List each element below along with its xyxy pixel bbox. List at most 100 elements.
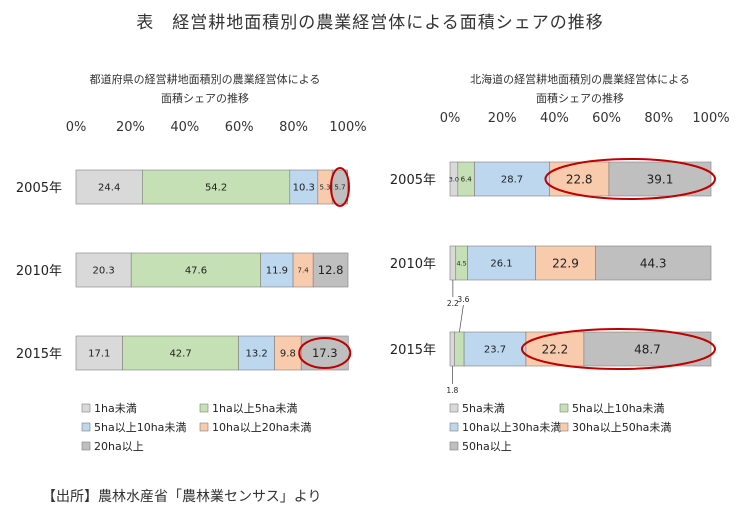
prefecture-bar-segment [75, 169, 143, 205]
prefecture-data-label: 54.2 [205, 183, 227, 194]
prefecture-x-tick-label: 20% [116, 120, 145, 135]
hokkaido-data-label: 28.7 [501, 175, 523, 186]
prefecture-category-label: 2005年 [16, 181, 62, 196]
prefecture-bar-segment [238, 335, 275, 371]
prefecture-data-label: 12.8 [318, 263, 344, 277]
prefecture-legend-label: 10ha以上20ha未満 [212, 421, 311, 434]
hokkaido-legend-swatch [559, 403, 569, 413]
hokkaido-x-tick-label: 100% [692, 111, 729, 126]
hokkaido-x-tick-label: 0% [440, 111, 461, 126]
hokkaido-label-leader-line [459, 304, 464, 333]
hokkaido-data-label: 2.2 [447, 299, 459, 308]
page-title: 表 経営耕地面積別の農業経営体による面積シェアの推移 [136, 13, 604, 33]
hokkaido-highlight-ellipse [544, 158, 717, 200]
hokkaido-x-tick-label: 40% [540, 111, 569, 126]
prefecture-bar-segment [122, 335, 239, 371]
hokkaido-data-label: 3.6 [457, 295, 469, 304]
hokkaido-data-label: 22.9 [552, 256, 579, 270]
prefecture-data-label: 42.7 [169, 349, 191, 360]
hokkaido-data-label: 26.1 [490, 259, 512, 270]
prefecture-bar-segment [289, 169, 319, 205]
prefecture-legend-label: 5ha以上10ha未満 [94, 421, 186, 434]
prefecture-bar-segment [75, 252, 132, 288]
prefecture-highlight-ellipse [329, 167, 350, 207]
hokkaido-chart-title-line-1: 北海道の経営耕地面積別の農業経営体による [470, 73, 690, 86]
prefecture-data-label: 20.3 [92, 266, 114, 277]
prefecture-legend-swatch [199, 403, 209, 413]
hokkaido-bar-segment [449, 245, 457, 281]
hokkaido-bar-segment [583, 331, 712, 367]
hokkaido-legend-label: 5ha以上10ha未満 [572, 402, 664, 415]
prefecture-legend-label: 1ha以上5ha未満 [212, 402, 297, 415]
hokkaido-bar-segment [595, 245, 712, 281]
hokkaido-bar-segment [454, 331, 465, 367]
hokkaido-legend-swatch [449, 441, 459, 451]
prefecture-legend-swatch [199, 422, 209, 432]
prefecture-x-tick-label: 0% [66, 120, 87, 135]
hokkaido-data-label: 4.5 [456, 259, 466, 267]
prefecture-legend-swatch [81, 403, 91, 413]
hokkaido-legend-swatch [559, 422, 569, 432]
hokkaido-legend-swatch [449, 403, 459, 413]
hokkaido-chart-title: 北海道の経営耕地面積別の農業経営体による 面積シェアの推移 [415, 70, 740, 108]
prefecture-data-label: 11.9 [266, 266, 288, 277]
hokkaido-data-label: 44.3 [640, 256, 667, 270]
hokkaido-x-tick-label: 20% [488, 111, 517, 126]
prefecture-bar-segment [75, 335, 123, 371]
hokkaido-bar-segment [463, 331, 527, 367]
hokkaido-legend-label: 30ha以上50ha未満 [572, 421, 671, 434]
prefecture-x-tick-label: 80% [279, 120, 308, 135]
hokkaido-data-label: 23.7 [484, 345, 506, 356]
prefecture-data-label: 13.2 [245, 349, 267, 360]
hokkaido-data-label: 22.2 [542, 342, 569, 356]
prefecture-x-tick-label: 60% [225, 120, 254, 135]
hokkaido-category-label: 2010年 [390, 257, 436, 272]
hokkaido-chart-title-line-2: 面積シェアの推移 [536, 92, 624, 105]
hokkaido-category-label: 2005年 [390, 173, 436, 188]
prefecture-data-label: 10.3 [293, 183, 315, 194]
hokkaido-bar-segment [474, 161, 550, 197]
prefecture-legend-label: 20ha以上 [94, 440, 144, 453]
prefecture-chart-title-line-1: 都道府県の経営耕地面積別の農業経営体による [89, 73, 321, 86]
hokkaido-bar-segment [449, 331, 455, 367]
prefecture-data-label: 7.4 [298, 267, 310, 275]
prefecture-data-label: 47.6 [185, 266, 207, 277]
prefecture-data-label: 17.1 [88, 349, 110, 360]
prefecture-data-label: 5.3 [319, 184, 330, 192]
hokkaido-x-tick-label: 80% [644, 111, 673, 126]
prefecture-chart-title-line-2: 面積シェアの推移 [161, 92, 249, 105]
hokkaido-data-label: 1.8 [446, 386, 458, 395]
hokkaido-category-label: 2015年 [390, 343, 436, 358]
prefecture-data-label: 9.8 [280, 349, 296, 360]
prefecture-data-label: 17.3 [312, 346, 338, 360]
hokkaido-data-label: 22.8 [566, 172, 593, 186]
prefecture-legend-swatch [81, 441, 91, 451]
hokkaido-bar-segment [608, 161, 712, 197]
hokkaido-legend-label: 5ha未満 [462, 402, 505, 415]
source-note: 【出所】農林水産省「農林業センサス」より [42, 489, 322, 505]
prefecture-chart-title: 都道府県の経営耕地面積別の農業経営体による 面積シェアの推移 [40, 70, 370, 108]
hokkaido-x-tick-label: 60% [592, 111, 621, 126]
hokkaido-data-label: 39.1 [647, 172, 674, 186]
prefecture-category-label: 2010年 [16, 264, 62, 279]
hokkaido-data-label: 6.4 [461, 176, 473, 184]
hokkaido-legend-label: 10ha以上30ha未満 [462, 421, 561, 434]
prefecture-highlight-ellipse [298, 337, 352, 369]
hokkaido-bar-segment [467, 245, 536, 281]
prefecture-bar-segment [331, 169, 349, 205]
prefecture-x-tick-label: 40% [170, 120, 199, 135]
hokkaido-legend-swatch [449, 422, 459, 432]
prefecture-legend-label: 1ha未満 [94, 402, 137, 415]
prefecture-legend-swatch [81, 422, 91, 432]
prefecture-bar-segment [142, 169, 291, 205]
prefecture-category-label: 2015年 [16, 347, 62, 362]
hokkaido-data-label: 48.7 [634, 342, 661, 356]
prefecture-bar-segment [274, 335, 302, 371]
hokkaido-data-label: 3.0 [449, 175, 459, 183]
hokkaido-legend-label: 50ha以上 [462, 440, 512, 453]
prefecture-data-label: 5.7 [334, 184, 345, 192]
prefecture-data-label: 24.4 [98, 183, 120, 194]
hokkaido-highlight-ellipse [520, 328, 717, 370]
prefecture-bar-segment [312, 252, 349, 288]
